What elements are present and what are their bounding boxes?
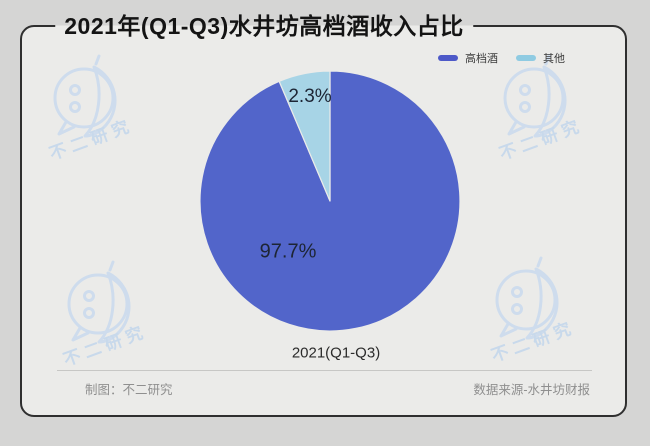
watermark-text: 不二研究 <box>47 115 137 164</box>
brand-watermark-icon: 不二研究 <box>497 54 587 164</box>
pie-chart <box>199 70 461 332</box>
footer-data-source: 数据来源-水井坊财报 <box>473 383 590 397</box>
watermark-text: 不二研究 <box>497 115 587 164</box>
legend-label-high-end: 高档酒 <box>465 53 498 65</box>
chart-title: 2021年(Q1-Q3)水井坊高档酒收入占比 <box>55 11 473 41</box>
brand-watermark-icon: 不二研究 <box>489 256 579 366</box>
legend: 高档酒 其他 <box>438 50 565 66</box>
footer-divider <box>57 370 592 371</box>
legend-item-high-end: 高档酒 <box>438 50 498 66</box>
pie-category-label: 2021(Q1-Q3) <box>291 344 381 362</box>
pie-label-high-end: 97.7% <box>259 240 317 263</box>
watermark-text: 不二研究 <box>489 317 579 366</box>
legend-swatch-high-end <box>438 55 458 61</box>
pie-label-other: 2.3% <box>288 86 332 107</box>
pie-slice-other <box>278 70 331 202</box>
brand-watermark-icon: 不二研究 <box>47 54 137 164</box>
legend-item-other: 其他 <box>516 50 565 66</box>
watermark-text: 不二研究 <box>61 321 151 370</box>
footer-credit: 制图：不二研究 <box>85 383 173 397</box>
legend-label-other: 其他 <box>543 53 565 65</box>
brand-watermark-icon: 不二研究 <box>61 260 151 370</box>
legend-swatch-other <box>516 55 536 61</box>
